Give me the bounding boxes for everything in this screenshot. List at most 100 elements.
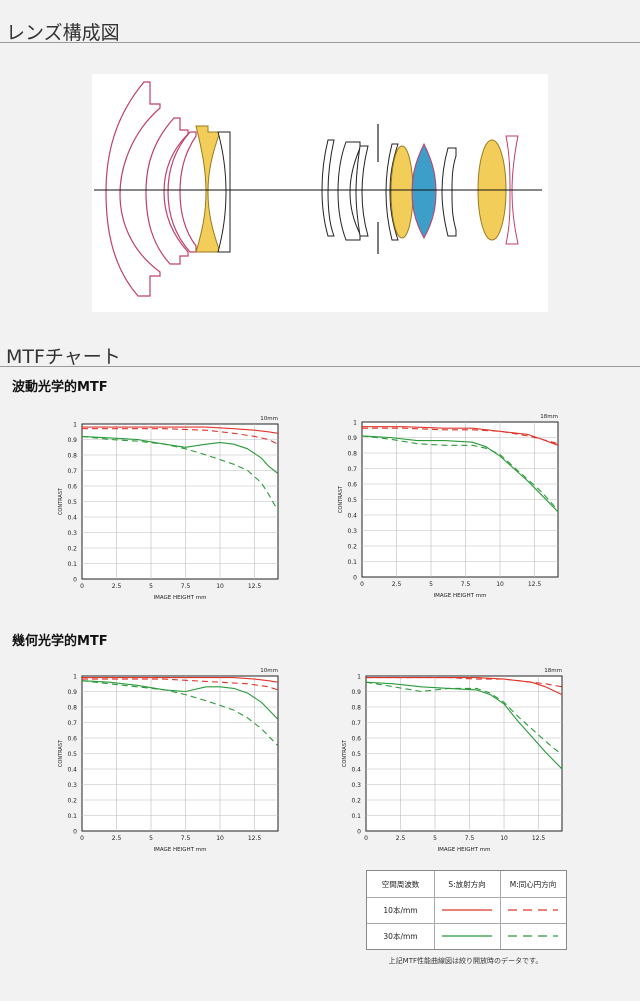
y-tick-label: 0.3 — [347, 528, 357, 535]
y-axis-label: CONTRAST — [58, 487, 64, 515]
x-tick-label: 0 — [80, 583, 84, 590]
y-tick-label: 0 — [353, 575, 357, 582]
mtf-chart-wave-10mm: 00.10.20.30.40.50.60.70.80.910 2.5 5 7.5 10 1… — [58, 416, 279, 601]
legend-header-s: S:放射方向 — [448, 879, 486, 889]
x-tick-label: 7.5 — [465, 835, 475, 842]
y-tick-label: 1 — [357, 674, 361, 681]
y-tick-label: 1 — [353, 420, 357, 427]
x-axis-label: IMAGE HEIGHT mm — [434, 593, 487, 599]
y-tick-label: 0.6 — [67, 736, 77, 743]
focal-length-label: 10mm — [260, 668, 278, 674]
y-tick-label: 0.2 — [351, 798, 361, 805]
series-30-M — [361, 435, 559, 511]
y-tick-label: 0.9 — [347, 435, 357, 442]
lens-element-9 — [385, 143, 399, 241]
y-tick-label: 0.2 — [67, 546, 77, 553]
geo-mtf-title: 幾何光学的MTF — [12, 634, 108, 649]
mtf-chart-wave-18mm: 00.10.20.30.40.50.60.70.80.910 2.5 5 7.5 10 1… — [338, 414, 559, 599]
series-10-M — [82, 678, 279, 691]
x-tick-label: 10 — [216, 835, 224, 842]
mtf-section-title: MTFチャート — [6, 346, 121, 368]
wave-mtf-title: 波動光学的MTF — [12, 380, 108, 395]
lens-element-11 — [411, 142, 437, 240]
y-tick-label: 1 — [73, 422, 77, 429]
legend-header-m: M:同心円方向 — [509, 879, 557, 889]
y-tick-label: 0.2 — [67, 798, 77, 805]
series-30-S — [81, 435, 279, 475]
x-axis-label: IMAGE HEIGHT mm — [154, 595, 207, 601]
legend-divider — [500, 871, 501, 949]
focal-length-label: 18mm — [540, 414, 558, 420]
y-tick-label: 0 — [73, 829, 77, 836]
y-tick-label: 0.2 — [347, 544, 357, 551]
y-tick-label: 0.7 — [351, 720, 361, 727]
lens-diagram — [92, 74, 548, 312]
x-tick-label: 0 — [364, 835, 368, 842]
x-tick-label: 2.5 — [396, 835, 406, 842]
y-tick-label: 0.1 — [347, 559, 357, 566]
y-tick-label: 1 — [73, 674, 77, 681]
series-10-S — [82, 677, 279, 683]
y-tick-label: 0.5 — [351, 751, 361, 758]
x-tick-label: 0 — [360, 581, 364, 588]
y-tick-label: 0.4 — [67, 767, 77, 774]
lens-element-6 — [321, 139, 335, 237]
x-tick-label: 2.5 — [112, 583, 122, 590]
lens-element-5 — [217, 131, 231, 253]
section-divider — [0, 42, 640, 43]
y-tick-label: 0.7 — [67, 468, 77, 475]
y-tick-label: 0.9 — [351, 689, 361, 696]
y-tick-label: 0.5 — [67, 499, 77, 506]
legend-divider — [367, 897, 566, 898]
lens-element-2 — [145, 117, 189, 265]
series-30-S — [361, 435, 559, 513]
legend-row-10: 10本/mm — [383, 905, 418, 915]
x-tick-label: 5 — [149, 583, 153, 590]
series-10-S — [366, 677, 563, 696]
y-tick-label: 0.1 — [351, 813, 361, 820]
y-tick-label: 0.8 — [347, 451, 357, 458]
series-10-M — [82, 428, 279, 445]
lens-front-group — [105, 81, 197, 297]
y-tick-label: 0.3 — [67, 782, 77, 789]
y-axis-label: CONTRAST — [342, 739, 348, 767]
lens-section-title: レンズ構成図 — [6, 22, 120, 44]
x-axis-label: IMAGE HEIGHT mm — [438, 847, 491, 853]
x-tick-label: 7.5 — [181, 583, 191, 590]
lens-element-12 — [441, 147, 457, 237]
series-10-S — [82, 426, 279, 434]
y-tick-label: 0.9 — [67, 437, 77, 444]
y-tick-label: 0.5 — [67, 751, 77, 758]
series-10-M — [366, 677, 563, 688]
series-30-M — [81, 435, 279, 512]
x-tick-label: 7.5 — [461, 581, 471, 588]
x-tick-label: 0 — [80, 835, 84, 842]
series-30-S — [365, 681, 563, 770]
y-tick-label: 0.4 — [67, 515, 77, 522]
y-tick-label: 0.1 — [67, 813, 77, 820]
x-tick-label: 5 — [149, 835, 153, 842]
lens-middle-group — [321, 139, 369, 241]
x-tick-label: 5 — [429, 581, 433, 588]
y-tick-label: 0.9 — [67, 689, 77, 696]
y-tick-label: 0.7 — [67, 720, 77, 727]
section-divider — [0, 366, 640, 367]
y-tick-label: 0.6 — [347, 482, 357, 489]
y-tick-label: 0.4 — [351, 767, 361, 774]
x-axis-label: IMAGE HEIGHT mm — [154, 847, 207, 853]
y-tick-label: 0.3 — [67, 530, 77, 537]
x-tick-label: 2.5 — [112, 835, 122, 842]
x-tick-label: 7.5 — [181, 835, 191, 842]
y-axis-label: CONTRAST — [58, 739, 64, 767]
y-tick-label: 0 — [357, 829, 361, 836]
y-tick-label: 0.8 — [351, 705, 361, 712]
y-tick-label: 0.6 — [67, 484, 77, 491]
x-tick-label: 12.5 — [528, 581, 542, 588]
x-tick-label: 2.5 — [392, 581, 402, 588]
mtf-chart-geo-10mm: 00.10.20.30.40.50.60.70.80.910 2.5 5 7.5 10 1… — [58, 668, 279, 853]
series-30-S — [81, 680, 279, 720]
lens-element-3 — [167, 131, 197, 253]
x-tick-label: 12.5 — [248, 835, 262, 842]
focal-length-label: 10mm — [260, 416, 278, 422]
x-tick-label: 5 — [433, 835, 437, 842]
